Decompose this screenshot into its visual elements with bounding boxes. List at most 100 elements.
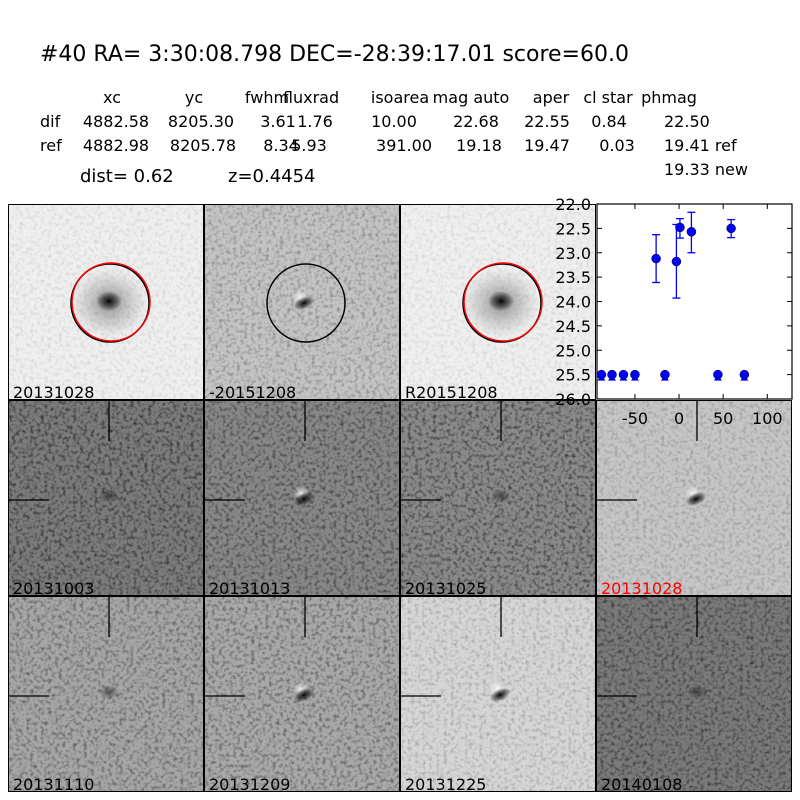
column-header: xc xyxy=(103,88,121,107)
stamp-date-label: 20131003 xyxy=(13,579,95,596)
detection-point xyxy=(651,253,661,264)
table-cell: 4882.58 xyxy=(82,112,150,131)
table-cell: 5.93 xyxy=(291,136,327,155)
stamp-image xyxy=(9,205,203,399)
y-tick-label: 26.0 xyxy=(555,390,591,409)
y-tick-label: 23.0 xyxy=(555,244,591,263)
x-tick-label: 0 xyxy=(674,409,684,428)
table-cell: 8.34 xyxy=(263,136,299,155)
light-curve-plot: 22.0 22.5 23.0 23.5 24.0 24.5 25.0 25.5 26.0 -50 0… xyxy=(555,195,793,428)
reference-aperture-circle xyxy=(71,262,151,342)
table-cell: 8205.30 xyxy=(167,112,235,131)
detection-point xyxy=(726,223,736,234)
x-tick-label: 50 xyxy=(713,409,733,428)
column-header: yc xyxy=(184,88,204,107)
row-label: ref xyxy=(40,136,62,155)
stamp-date-label: 20131025 xyxy=(405,579,487,596)
stamp-image xyxy=(401,597,595,791)
stamp-image xyxy=(401,205,595,399)
stamp-image xyxy=(205,597,399,791)
faint-source xyxy=(99,489,119,503)
stamp-date-label: 20131110 xyxy=(13,775,95,792)
image-stamp: 20131028 xyxy=(596,400,792,596)
column-header: aper xyxy=(532,88,570,107)
table-cell: 22.55 xyxy=(524,112,570,131)
source-residual xyxy=(685,491,707,507)
y-tick-label: 25.0 xyxy=(555,341,591,360)
stamp-date-label: 20131209 xyxy=(209,775,291,792)
stamp-date-label: 20140108 xyxy=(601,775,683,792)
stamp-image xyxy=(9,597,203,791)
table-cell: 3.61 xyxy=(260,112,296,131)
upper-limit-point xyxy=(607,369,617,380)
faint-source xyxy=(99,685,119,699)
detection-point xyxy=(686,227,697,237)
upper-limit-point xyxy=(630,369,640,380)
stamp-date-label: 20131225 xyxy=(405,775,487,792)
detection-point xyxy=(675,222,685,233)
table-cell: 19.18 xyxy=(456,136,502,155)
table-cell: 1.76 xyxy=(297,112,333,131)
y-tick-label: 24.5 xyxy=(555,317,591,336)
source-residual xyxy=(293,687,315,703)
source-residual xyxy=(293,295,315,311)
reference-aperture-circle xyxy=(463,262,543,342)
upper-limit-point xyxy=(618,369,629,380)
stamp-image xyxy=(597,597,791,791)
image-stamp: -20151208 xyxy=(204,204,400,400)
upper-limit-point xyxy=(739,369,750,380)
column-header: fluxrad xyxy=(282,88,340,107)
table-cell: 4882.98 xyxy=(82,136,150,155)
candidate-title: #40 RA= 3:30:08.798 DEC=-28:39:17.01 sco… xyxy=(40,42,629,67)
stamp-image xyxy=(401,401,595,595)
column-header: cl star xyxy=(583,88,633,107)
dist-value: dist= 0.62 xyxy=(80,166,174,187)
stamp-image xyxy=(9,401,203,595)
table-cell: 0.03 xyxy=(599,136,635,155)
table-cell: 8205.78 xyxy=(169,136,237,155)
stamp-date-label: -20151208 xyxy=(209,383,297,400)
plot-area xyxy=(596,203,793,400)
y-tick-label: 22.5 xyxy=(555,219,591,238)
stamp-date-label: 20131028 xyxy=(13,383,95,400)
detection-point xyxy=(671,256,682,267)
stamp-image xyxy=(205,205,399,399)
faint-source xyxy=(491,489,511,503)
column-header: phmag xyxy=(641,88,697,107)
phmag-new: 19.33 new xyxy=(664,160,748,179)
image-stamp: 20131209 xyxy=(204,596,400,792)
row-label: dif xyxy=(40,112,61,131)
y-tick-label: 25.5 xyxy=(555,366,591,385)
source-core xyxy=(96,291,122,311)
source-residual xyxy=(489,687,511,703)
image-stamp: 20131110 xyxy=(8,596,204,792)
table-cell: 19.41 ref xyxy=(664,136,737,155)
image-stamp: 20131013 xyxy=(204,400,400,596)
image-stamp: 20140108 xyxy=(596,596,792,792)
faint-source xyxy=(687,685,707,699)
table-cell: 22.68 xyxy=(453,112,499,131)
column-header: isoarea xyxy=(370,88,430,107)
table-cell: 391.00 xyxy=(376,136,432,155)
stamp-date-label: R20151208 xyxy=(405,383,498,400)
aperture-circle xyxy=(266,263,346,343)
upper-limit-point xyxy=(713,369,723,380)
image-stamp: 20131025 xyxy=(400,400,596,596)
stamp-image xyxy=(597,401,791,595)
table-cell: 10.00 xyxy=(371,112,417,131)
column-header: mag auto xyxy=(432,88,510,107)
upper-limit-point xyxy=(660,369,670,380)
column-header: fwhm xyxy=(244,88,290,107)
y-tick-label: 23.5 xyxy=(555,268,591,287)
image-stamp: R20151208 xyxy=(400,204,596,400)
table-cell: 22.50 xyxy=(664,112,710,131)
upper-limit-point xyxy=(596,369,607,380)
stamp-image xyxy=(205,401,399,595)
image-stamp: 20131225 xyxy=(400,596,596,792)
stamp-date-label: 20131013 xyxy=(209,579,291,596)
y-tick-label: 24.0 xyxy=(555,293,591,312)
x-tick-label: 100 xyxy=(752,409,783,428)
aperture-circle xyxy=(70,263,150,343)
source-residual xyxy=(293,491,315,507)
aperture-circle xyxy=(462,263,542,343)
